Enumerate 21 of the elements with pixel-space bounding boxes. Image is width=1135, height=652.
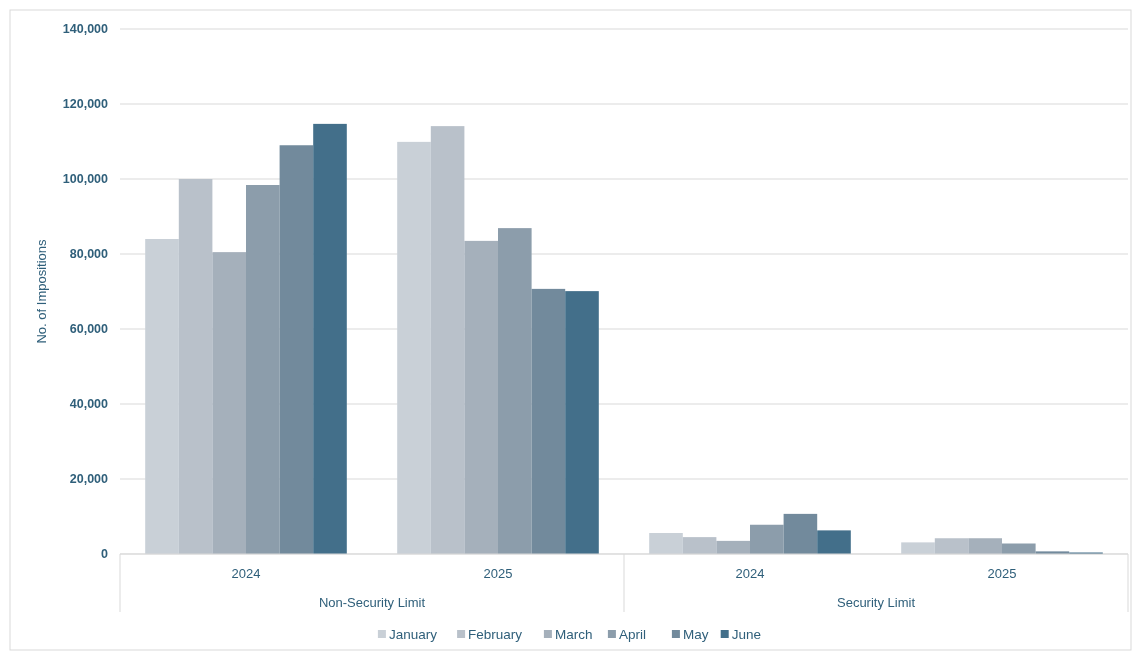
y-tick-label: 20,000 xyxy=(69,472,109,487)
legend-label: April xyxy=(618,626,646,642)
x-tick-label: 2024 xyxy=(735,566,765,581)
legend-label: January xyxy=(388,626,438,642)
text: Security Limit xyxy=(836,595,916,610)
y-tick-label: 120,000 xyxy=(62,97,109,112)
y-tick-label: 140,000 xyxy=(62,22,109,37)
y-axis-title: No. of Impositions xyxy=(34,238,49,344)
legend-label: June xyxy=(731,626,761,642)
y-tick-label: 40,000 xyxy=(69,397,109,412)
x-tick-label: 2025 xyxy=(483,566,513,581)
y-tick-label: 80,000 xyxy=(69,247,109,262)
y-tick-label: 0 xyxy=(101,547,109,562)
y-tick-label: 60,000 xyxy=(69,322,109,337)
x-tick-label: 2025 xyxy=(987,566,1017,581)
legend-label: February xyxy=(468,626,523,642)
x-tick-label: 2024 xyxy=(231,566,261,581)
y-tick-label: 100,000 xyxy=(62,172,109,187)
text: Non-Security Limit xyxy=(318,595,426,610)
legend-label: May xyxy=(682,626,709,642)
legend-label: March xyxy=(554,626,593,642)
